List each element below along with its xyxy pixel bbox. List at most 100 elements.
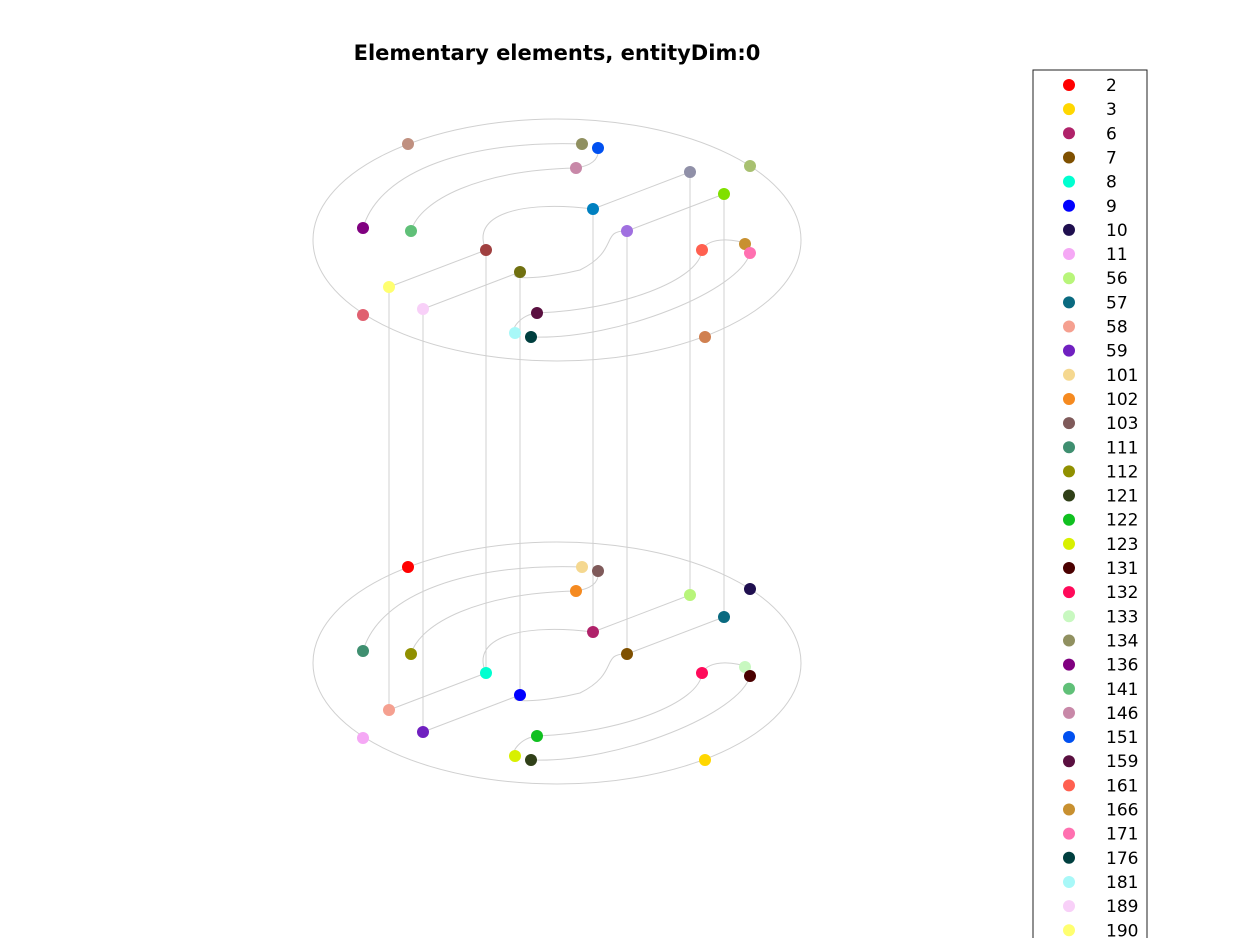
node	[576, 561, 588, 573]
legend-marker	[1063, 706, 1075, 719]
node	[621, 225, 633, 237]
legend-marker	[1063, 248, 1075, 261]
legend-label: 59	[1106, 342, 1128, 362]
legend-marker	[1063, 368, 1075, 381]
legend-marker	[1063, 562, 1075, 574]
legend-marker	[1063, 851, 1075, 864]
legend-label: 176	[1106, 849, 1138, 869]
node	[570, 162, 582, 174]
node	[417, 726, 429, 738]
legend-label: 111	[1106, 438, 1138, 458]
node	[357, 309, 369, 321]
node	[587, 203, 599, 215]
legend-marker	[1063, 127, 1075, 140]
legend-marker	[1063, 223, 1075, 236]
node	[357, 645, 369, 657]
node	[480, 667, 492, 679]
legend-marker	[1063, 489, 1075, 502]
legend-marker	[1063, 344, 1075, 357]
legend-marker	[1063, 392, 1075, 405]
node	[696, 244, 708, 256]
node	[739, 238, 751, 250]
legend-marker	[1063, 296, 1075, 309]
node	[405, 225, 417, 237]
legend-marker	[1063, 417, 1075, 430]
node	[405, 648, 417, 660]
unlabeled-nodes	[357, 138, 756, 343]
node	[509, 750, 521, 762]
node	[531, 307, 543, 319]
chart-title: Elementary elements, entityDim:0	[354, 41, 761, 65]
legend-box	[1032, 69, 1148, 938]
node	[525, 754, 537, 766]
legend-marker	[1063, 586, 1075, 599]
node	[525, 331, 537, 343]
node	[621, 648, 633, 660]
legend-label: 136	[1106, 656, 1138, 676]
legend-marker	[1063, 175, 1075, 188]
legend-label: 122	[1106, 511, 1138, 531]
legend-label: 58	[1106, 318, 1128, 338]
node	[480, 244, 492, 256]
legend-marker	[1063, 272, 1075, 285]
node	[744, 247, 756, 259]
legend-marker	[1063, 441, 1075, 454]
node	[592, 142, 604, 154]
legend-label: 103	[1106, 414, 1138, 434]
legend-label: 190	[1106, 921, 1138, 938]
legend-marker	[1063, 682, 1075, 695]
legend-marker	[1063, 779, 1075, 792]
legend-label: 6	[1106, 124, 1117, 144]
node	[592, 565, 604, 577]
legend-marker	[1063, 755, 1075, 768]
node	[357, 732, 369, 744]
legend-label: 56	[1106, 269, 1128, 289]
legend-label: 132	[1106, 583, 1138, 603]
node	[744, 160, 756, 172]
node	[531, 730, 543, 742]
legend-label: 121	[1106, 487, 1138, 507]
legend-marker	[1063, 634, 1075, 647]
node	[744, 583, 756, 595]
legend-label: 57	[1106, 293, 1128, 313]
legend-label: 189	[1106, 897, 1138, 917]
legend-label: 141	[1106, 680, 1138, 700]
legend-label: 2	[1106, 76, 1117, 96]
node	[357, 222, 369, 234]
legend-marker	[1063, 658, 1075, 671]
legend-label: 8	[1106, 173, 1117, 193]
node	[739, 661, 751, 673]
node	[744, 670, 756, 682]
node	[718, 188, 730, 200]
node	[417, 303, 429, 315]
legend-label: 166	[1106, 801, 1138, 821]
legend-label: 9	[1106, 197, 1117, 217]
legend-marker	[1063, 151, 1075, 164]
legend-marker	[1063, 875, 1075, 888]
legend-label: 181	[1106, 873, 1138, 893]
legend-label: 131	[1106, 559, 1138, 579]
node	[383, 281, 395, 293]
legend-label: 161	[1106, 776, 1138, 796]
legend-label: 151	[1106, 728, 1138, 748]
node	[509, 327, 521, 339]
legend-marker	[1063, 610, 1075, 623]
legend-label: 102	[1106, 390, 1138, 410]
node	[696, 667, 708, 679]
legend-label: 123	[1106, 535, 1138, 555]
legend-label: 171	[1106, 825, 1138, 845]
legend-label: 101	[1106, 366, 1138, 386]
legend-label: 133	[1106, 607, 1138, 627]
node	[570, 585, 582, 597]
legend-label: 7	[1106, 148, 1117, 168]
legend-marker	[1063, 731, 1075, 744]
legend-marker	[1063, 513, 1075, 526]
legend-marker	[1063, 900, 1075, 913]
legend-marker	[1063, 465, 1075, 478]
node	[718, 611, 730, 623]
legend-label: 3	[1106, 100, 1117, 120]
legend-marker	[1063, 320, 1075, 333]
node	[684, 166, 696, 178]
